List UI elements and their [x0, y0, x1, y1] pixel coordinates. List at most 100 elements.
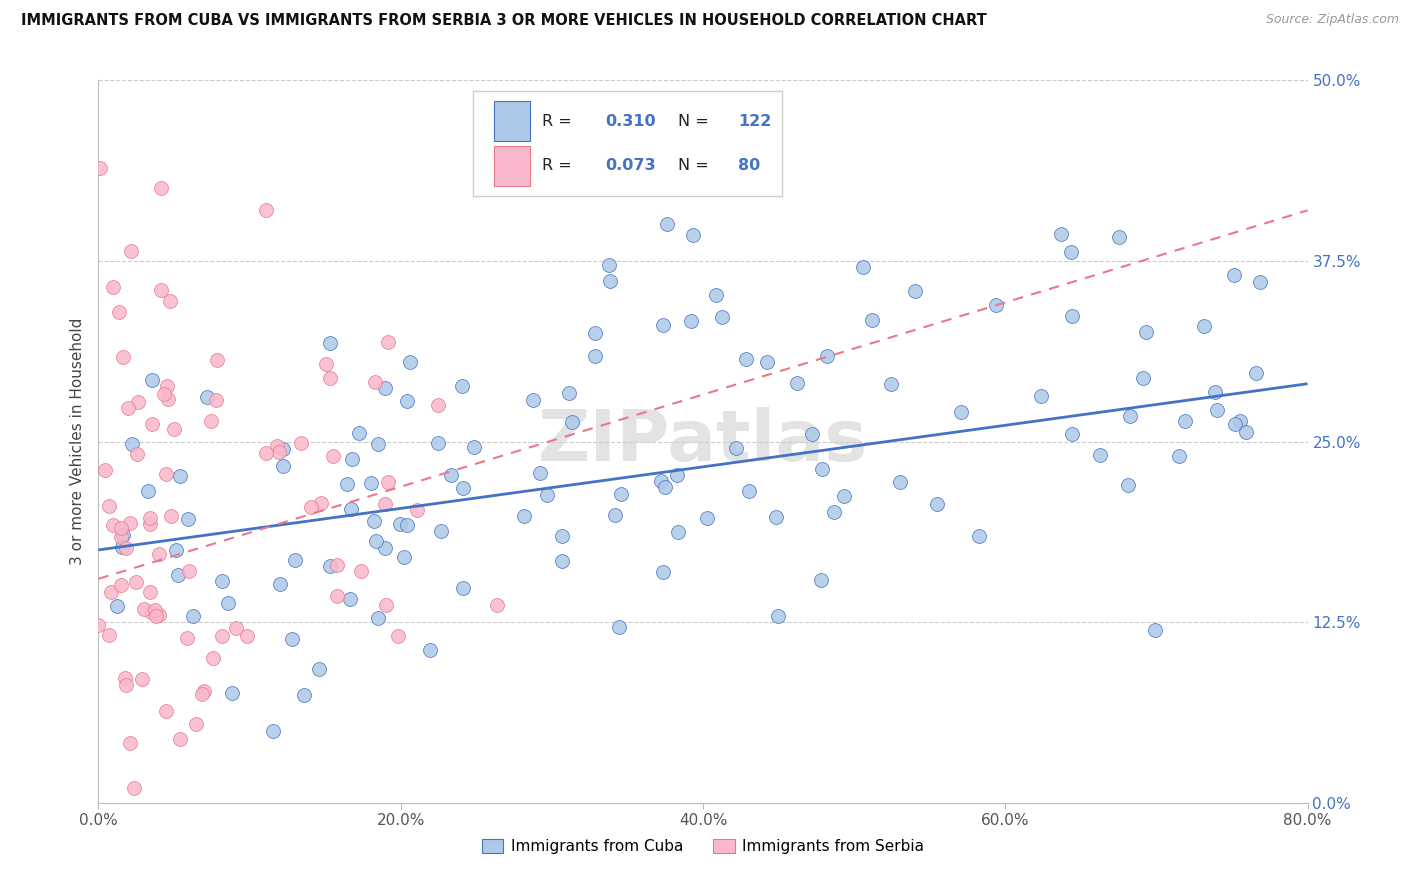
- Point: [367, 437, 389, 451]
- Point: [132, 601, 155, 615]
- Point: [1205, 402, 1227, 417]
- Point: [652, 318, 675, 333]
- Point: [211, 574, 233, 589]
- Point: [430, 524, 453, 538]
- Point: [112, 350, 135, 364]
- Point: [111, 541, 134, 555]
- Point: [832, 489, 855, 503]
- Point: [217, 596, 239, 610]
- Point: [267, 445, 290, 459]
- Point: [97, 628, 120, 642]
- Point: [1223, 268, 1246, 282]
- Bar: [494, 146, 530, 186]
- Point: [110, 578, 132, 592]
- Point: [696, 511, 718, 525]
- Point: [141, 417, 163, 431]
- Point: [145, 609, 167, 624]
- Point: [254, 203, 277, 218]
- Point: [399, 355, 422, 369]
- Point: [318, 558, 340, 573]
- Point: [322, 450, 344, 464]
- Point: [101, 280, 124, 294]
- Point: [360, 475, 382, 490]
- Point: [453, 582, 475, 596]
- Point: [139, 605, 162, 619]
- Point: [195, 390, 218, 404]
- Point: [225, 621, 247, 635]
- Point: [377, 475, 399, 490]
- Point: [801, 427, 824, 442]
- Point: [1244, 367, 1267, 381]
- Point: [193, 684, 215, 698]
- Point: [202, 650, 225, 665]
- Point: [603, 508, 626, 523]
- Point: [326, 590, 349, 604]
- Point: [925, 497, 948, 511]
- Point: [786, 376, 808, 390]
- Point: [89, 161, 111, 175]
- Point: [666, 467, 689, 482]
- Point: [967, 529, 990, 543]
- Point: [427, 436, 450, 450]
- Point: [1062, 309, 1084, 323]
- Point: [550, 529, 572, 543]
- Point: [711, 310, 734, 324]
- Point: [1174, 414, 1197, 428]
- Point: [157, 392, 180, 406]
- Point: [737, 483, 759, 498]
- Point: [598, 258, 620, 272]
- Point: [768, 608, 790, 623]
- Text: 80: 80: [738, 159, 761, 173]
- Point: [153, 387, 176, 401]
- Legend: Immigrants from Cuba, Immigrants from Serbia: Immigrants from Cuba, Immigrants from Se…: [475, 833, 931, 860]
- Point: [1192, 319, 1215, 334]
- Point: [131, 672, 153, 686]
- Point: [765, 510, 787, 524]
- Point: [339, 592, 361, 607]
- Point: [453, 481, 475, 495]
- Point: [350, 564, 373, 578]
- Point: [374, 381, 396, 395]
- Point: [125, 575, 148, 590]
- Point: [284, 552, 307, 566]
- Point: [666, 524, 689, 539]
- Point: [558, 385, 581, 400]
- Point: [599, 275, 621, 289]
- Point: [735, 352, 758, 367]
- Point: [364, 375, 387, 389]
- Point: [823, 505, 845, 519]
- Point: [148, 608, 170, 623]
- Point: [191, 687, 214, 701]
- FancyBboxPatch shape: [474, 91, 782, 196]
- Point: [138, 483, 160, 498]
- Point: [949, 405, 972, 419]
- Point: [561, 415, 583, 429]
- Point: [1090, 448, 1112, 462]
- Text: 122: 122: [738, 113, 772, 128]
- Point: [262, 723, 284, 738]
- Point: [87, 618, 110, 632]
- Point: [1062, 427, 1084, 442]
- Point: [156, 379, 179, 393]
- Point: [377, 334, 399, 349]
- Point: [755, 355, 778, 369]
- Point: [392, 549, 415, 564]
- Text: ZIPatlas: ZIPatlas: [538, 407, 868, 476]
- Point: [160, 508, 183, 523]
- Bar: [494, 101, 530, 141]
- Point: [176, 632, 198, 646]
- Point: [319, 370, 342, 384]
- Point: [585, 349, 607, 363]
- Point: [114, 671, 136, 685]
- Point: [139, 510, 162, 524]
- Text: 0.310: 0.310: [605, 113, 655, 128]
- Point: [315, 357, 337, 371]
- Point: [811, 462, 834, 476]
- Point: [163, 422, 186, 436]
- Point: [367, 611, 389, 625]
- Point: [120, 244, 142, 258]
- Point: [655, 217, 678, 231]
- Point: [904, 284, 927, 298]
- Point: [1144, 623, 1167, 637]
- Point: [117, 401, 139, 415]
